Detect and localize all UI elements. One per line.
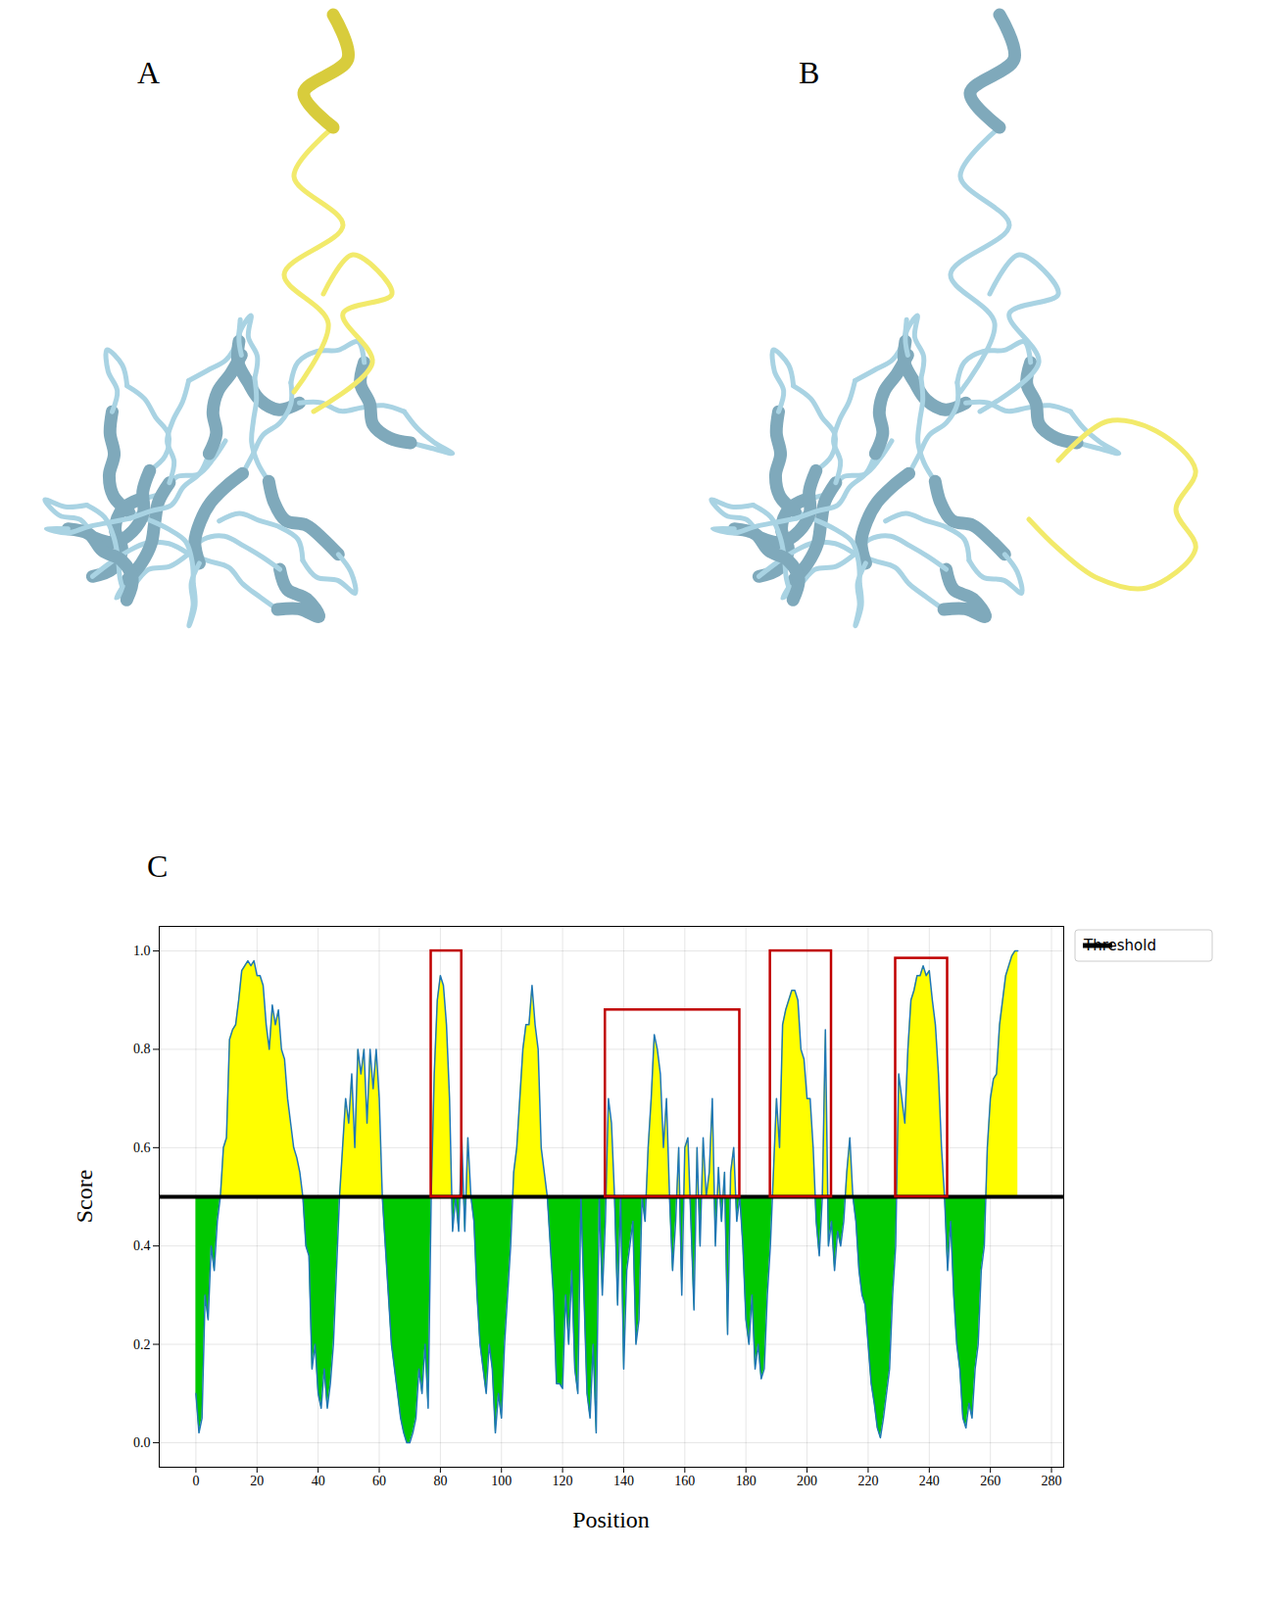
svg-text:Score: Score [71, 1170, 98, 1224]
svg-text:140: 140 [613, 1473, 635, 1489]
svg-text:160: 160 [674, 1473, 695, 1489]
svg-text:A: A [137, 54, 160, 91]
svg-text:120: 120 [552, 1473, 574, 1489]
svg-text:Position: Position [572, 1507, 650, 1533]
svg-text:200: 200 [796, 1473, 818, 1489]
svg-text:0.2: 0.2 [133, 1337, 151, 1353]
svg-text:0: 0 [192, 1473, 199, 1489]
svg-text:280: 280 [1041, 1473, 1063, 1489]
svg-text:0.4: 0.4 [133, 1238, 151, 1254]
svg-text:80: 80 [433, 1473, 447, 1489]
svg-text:Threshold: Threshold [1082, 936, 1157, 955]
svg-text:0.6: 0.6 [133, 1140, 151, 1156]
svg-text:B: B [798, 54, 820, 91]
svg-text:0.8: 0.8 [133, 1041, 151, 1057]
svg-text:40: 40 [311, 1473, 326, 1489]
svg-text:20: 20 [249, 1473, 264, 1489]
svg-text:220: 220 [857, 1473, 879, 1489]
svg-text:0.0: 0.0 [133, 1435, 151, 1451]
svg-text:260: 260 [979, 1473, 1001, 1489]
svg-text:180: 180 [735, 1473, 757, 1489]
svg-text:60: 60 [372, 1473, 387, 1489]
svg-text:C: C [146, 848, 168, 884]
svg-text:1.0: 1.0 [133, 943, 151, 959]
svg-text:100: 100 [490, 1473, 512, 1489]
svg-text:240: 240 [919, 1473, 940, 1489]
